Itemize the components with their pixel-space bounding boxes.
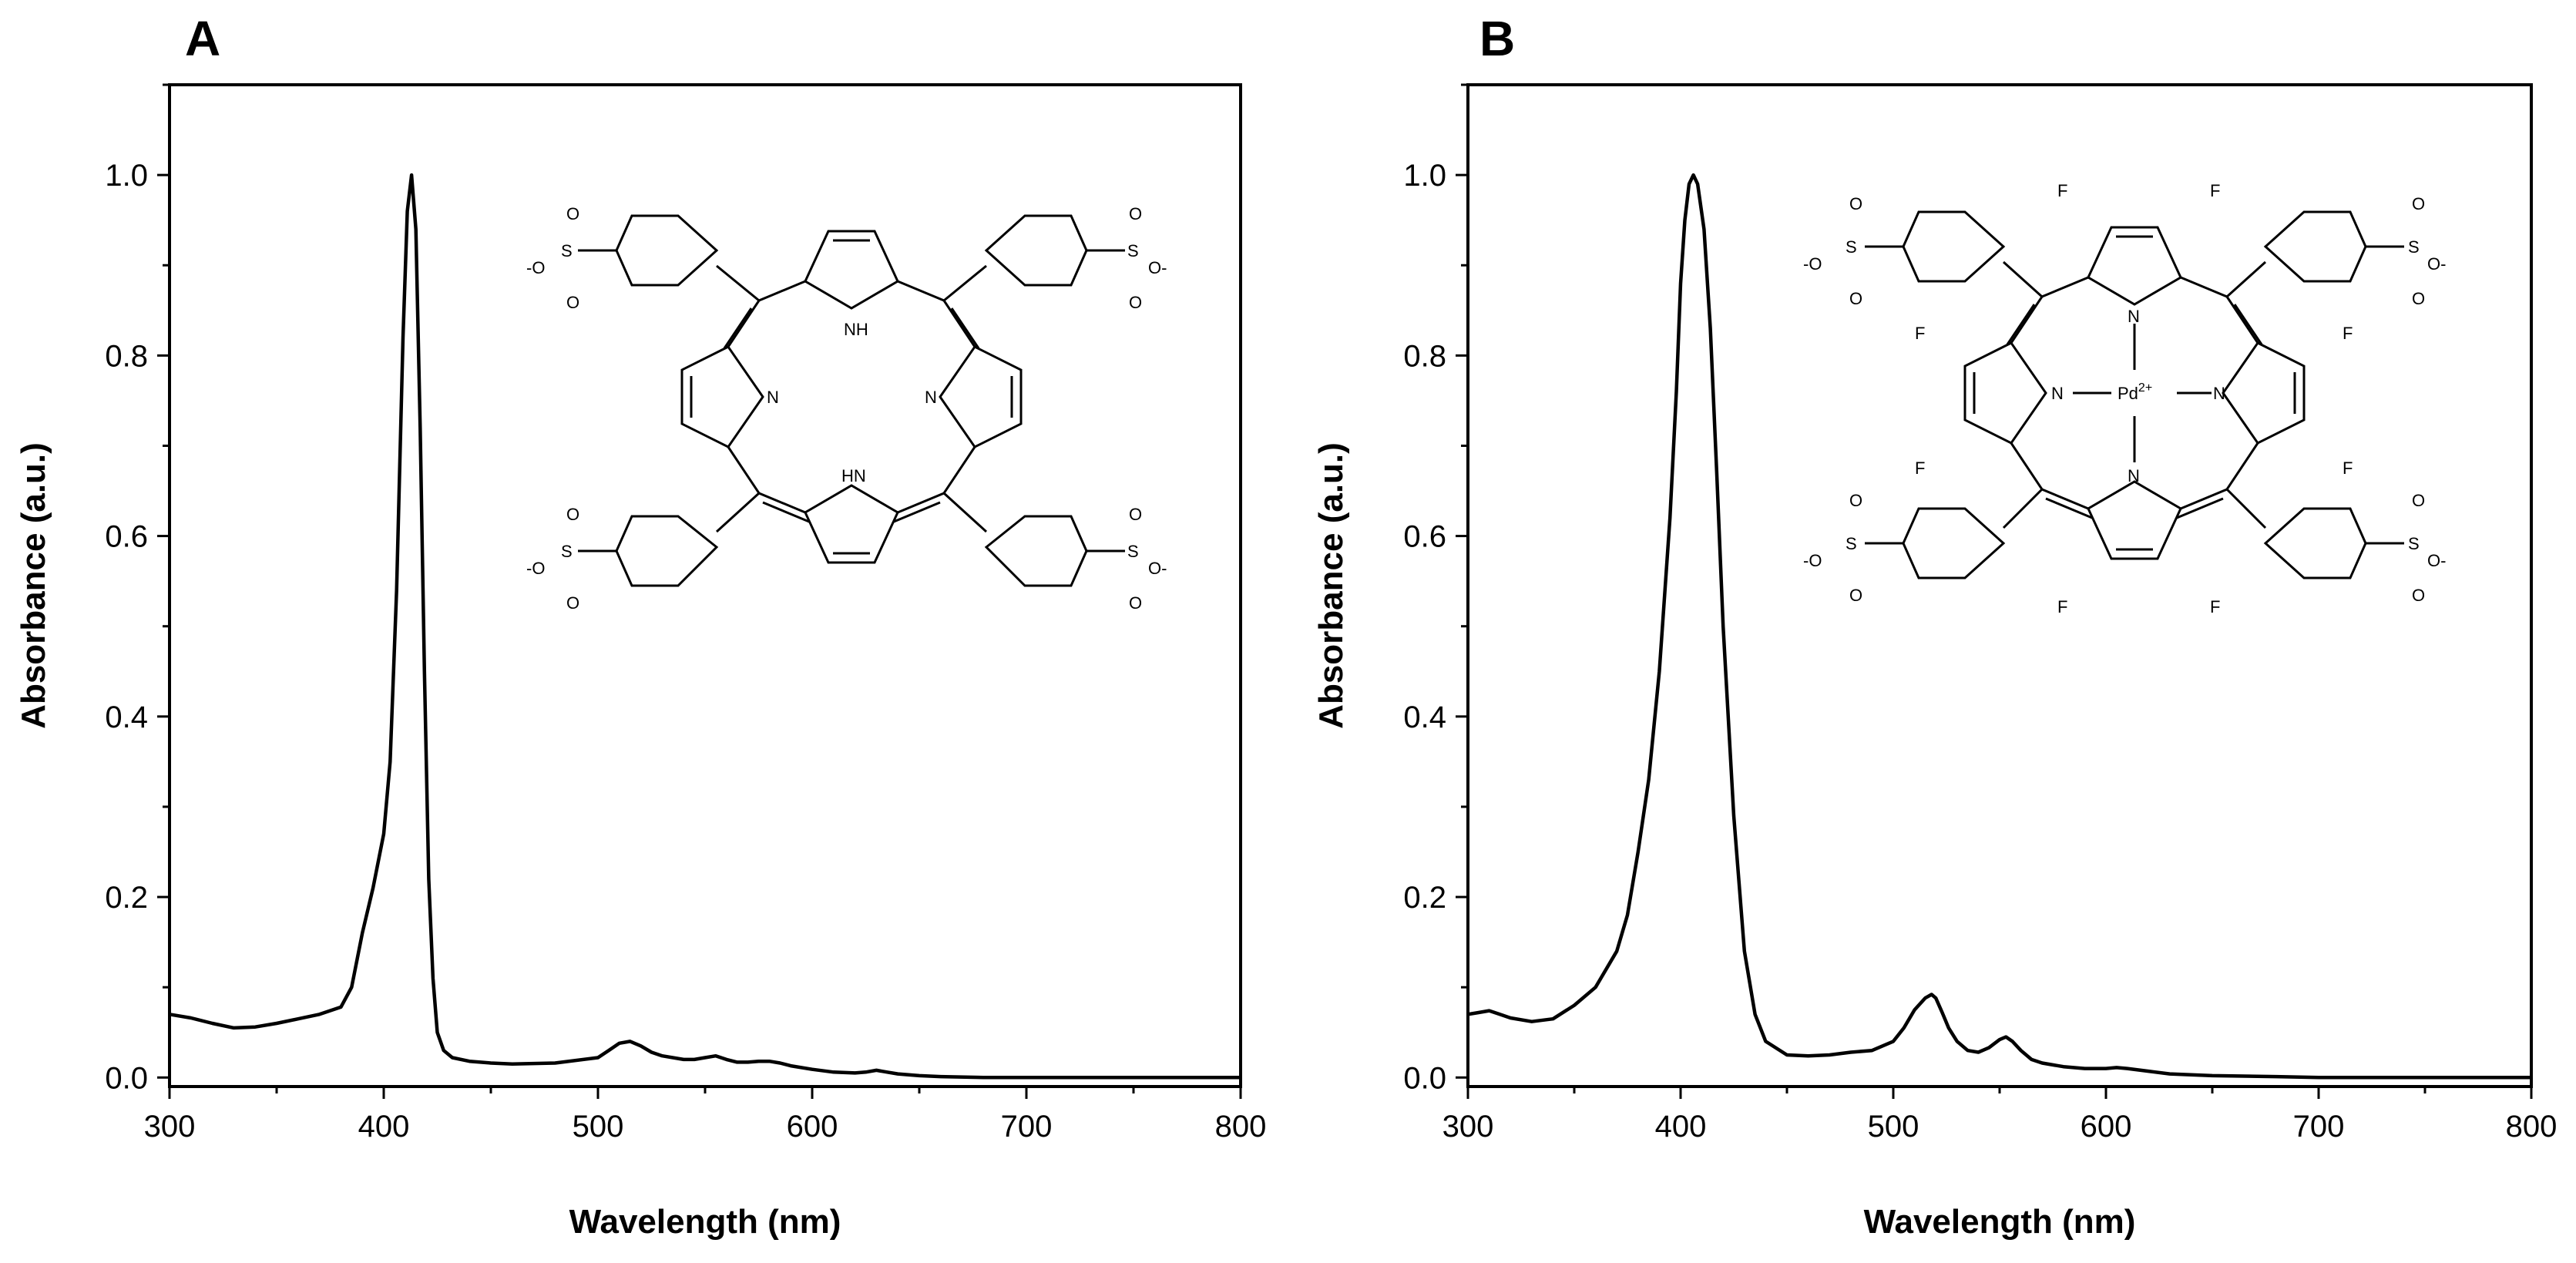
x-tick-label-b-500: 500 — [1868, 1110, 1919, 1144]
atom-label-f-8: F — [2210, 597, 2220, 616]
atom-label-s-bl: S — [561, 542, 573, 561]
x-tick-label-a-400: 400 — [358, 1110, 410, 1144]
y-tick-label-b-2: 0.4 — [1403, 700, 1446, 734]
atom-label-s-tr: S — [1127, 241, 1139, 260]
atom-label-o-1: O — [566, 204, 579, 223]
atom-label-s-tr-b: S — [2408, 237, 2420, 257]
atom-label-o-6: O — [566, 593, 579, 613]
x-axis-label-b: Wavelength (nm) — [1864, 1203, 2136, 1241]
x-tick-label-a-700: 700 — [1001, 1110, 1053, 1144]
atom-label-ominus-br-b: O- — [2427, 551, 2446, 570]
x-tick-label-b-400: 400 — [1655, 1110, 1707, 1144]
y-tick-label-a-0: 0.0 — [105, 1061, 148, 1095]
atom-label-ominus-tr: O- — [1148, 258, 1167, 277]
y-tick-label-a-5: 1.0 — [105, 159, 148, 193]
atom-label-f-2: F — [2210, 181, 2220, 200]
atom-label-f-1: F — [2057, 181, 2067, 200]
x-tick-label-a-600: 600 — [787, 1110, 838, 1144]
atom-label-o-4: O — [1129, 293, 1142, 312]
atom-label-hn-bottom: HN — [841, 466, 866, 485]
y-tick-label-b-3: 0.6 — [1403, 520, 1446, 554]
atom-label-o-3: O — [1129, 204, 1142, 223]
y-tick-label-b-4: 0.8 — [1403, 339, 1446, 373]
atom-label-n-bottom: N — [2128, 466, 2140, 485]
panel-label-a: A — [185, 11, 220, 66]
atom-label-n-right: N — [925, 388, 937, 407]
plot-frame-b — [1466, 83, 2533, 1088]
atom-label-o-2: O — [566, 293, 579, 312]
atom-label-f-5: F — [1915, 459, 1925, 478]
y-tick-label-b-1: 0.2 — [1403, 881, 1446, 915]
atom-label-o-5: O — [566, 505, 579, 524]
atom-label-o-b6: O — [1849, 586, 1862, 605]
axis-ticks-b: 300 400 500 600 700 800 0.0 0.2 0.4 0.6 0.8 1.0 — [1403, 83, 2558, 1144]
x-axis-label-a: Wavelength (nm) — [569, 1203, 841, 1241]
molecule-labels-b: N N N N Pd2+ S S S S -O O- -O O- O O O O… — [1803, 181, 2446, 616]
atom-label-ominus-bl: -O — [526, 559, 545, 578]
y-tick-label-a-2: 0.4 — [105, 700, 148, 734]
atom-label-s-br: S — [1127, 542, 1139, 561]
atom-label-f-7: F — [2057, 597, 2067, 616]
atom-label-o-b7: O — [2412, 491, 2425, 510]
atom-label-f-6: F — [2343, 459, 2353, 478]
chart-panel-a: A 300 400 500 600 700 800 0.0 0.2 0.4 0.6 0.8 1.0 W… — [15, 11, 1266, 1241]
atom-label-s-tl-b: S — [1846, 237, 1857, 257]
chart-panel-b: B 300 400 500 600 700 800 0.0 0.2 0.4 0.6 0.8 1.0 W… — [1312, 11, 2557, 1241]
x-tick-label-a-500: 500 — [573, 1110, 624, 1144]
atom-label-o-7: O — [1129, 505, 1142, 524]
x-tick-label-a-300: 300 — [144, 1110, 196, 1144]
atom-label-ominus-bl-b: -O — [1803, 551, 1822, 570]
y-tick-label-b-5: 1.0 — [1403, 159, 1446, 193]
molecule-structure-b — [1865, 210, 2404, 579]
panel-label-b: B — [1479, 11, 1515, 66]
atom-label-o-b1: O — [1849, 194, 1862, 213]
atom-label-ominus-tl-b: -O — [1803, 254, 1822, 274]
y-tick-label-a-1: 0.2 — [105, 881, 148, 915]
atom-label-o-8: O — [1129, 593, 1142, 613]
x-tick-label-b-300: 300 — [1442, 1110, 1494, 1144]
atom-label-f-3: F — [1915, 324, 1925, 343]
atom-label-ominus-tr-b: O- — [2427, 254, 2446, 274]
atom-label-n-left-b: N — [2051, 384, 2064, 403]
x-tick-label-b-600: 600 — [2081, 1110, 2132, 1144]
atom-label-o-b5: O — [1849, 491, 1862, 510]
y-axis-label-a: Absorbance (a.u.) — [15, 442, 52, 729]
atom-label-o-b4: O — [2412, 289, 2425, 308]
absorbance-line-a — [169, 173, 1241, 1080]
atom-label-n-left: N — [767, 388, 779, 407]
atom-label-f-4: F — [2343, 324, 2353, 343]
x-tick-label-b-700: 700 — [2293, 1110, 2345, 1144]
axis-ticks-a: 300 400 500 600 700 800 0.0 0.2 0.4 0.6 0.8 1.0 — [105, 83, 1267, 1144]
molecule-labels-a: NH HN N N S S S S -O O- -O O- O O O O O … — [526, 204, 1167, 613]
y-tick-label-b-0: 0.0 — [1403, 1061, 1446, 1095]
atom-label-ominus-br: O- — [1148, 559, 1167, 578]
absorbance-line-b — [1467, 173, 2531, 1080]
y-axis-label-b: Absorbance (a.u.) — [1312, 442, 1350, 729]
atom-label-pd: Pd2+ — [2118, 381, 2152, 403]
atom-label-nh-top: NH — [844, 320, 868, 339]
atom-label-o-b3: O — [2412, 194, 2425, 213]
atom-label-ominus-tl: -O — [526, 258, 545, 277]
x-tick-label-a-800: 800 — [1215, 1110, 1267, 1144]
atom-label-s-tl: S — [561, 241, 573, 260]
x-tick-label-b-800: 800 — [2506, 1110, 2558, 1144]
molecule-structure-a — [578, 214, 1125, 587]
y-tick-label-a-4: 0.8 — [105, 339, 148, 373]
atom-label-o-b2: O — [1849, 289, 1862, 308]
atom-label-n-top: N — [2128, 307, 2140, 326]
atom-label-s-br-b: S — [2408, 534, 2420, 553]
y-tick-label-a-3: 0.6 — [105, 520, 148, 554]
atom-label-n-right-b: N — [2213, 384, 2225, 403]
atom-label-s-bl-b: S — [1846, 534, 1857, 553]
atom-label-o-b8: O — [2412, 586, 2425, 605]
